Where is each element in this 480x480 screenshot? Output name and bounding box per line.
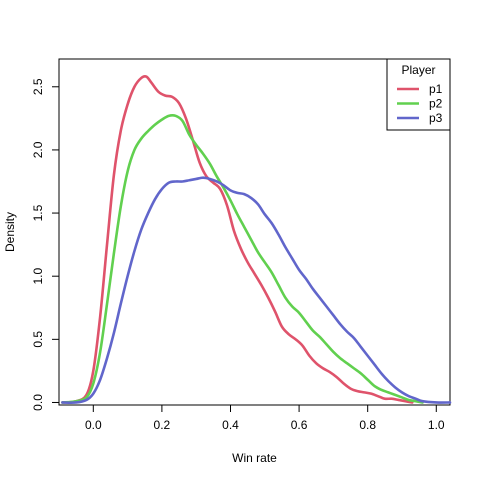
x-tick-label: 0.8 xyxy=(359,418,376,432)
legend-label-p1: p1 xyxy=(429,82,443,96)
y-tick-label: 0.0 xyxy=(31,394,45,411)
x-tick-label: 0.4 xyxy=(222,418,239,432)
y-tick-label: 2.0 xyxy=(31,141,45,158)
series-line-p1 xyxy=(61,74,414,404)
series-line-p2 xyxy=(61,113,424,404)
x-axis: 0.0 0.2 0.4 0.6 0.8 1.0 xyxy=(85,404,445,432)
legend-label-p3: p3 xyxy=(429,111,443,125)
y-axis: 0.0 0.5 1.0 1.5 2.0 2.5 xyxy=(31,78,60,411)
legend-title: Player xyxy=(401,63,435,77)
x-tick-label: 0.6 xyxy=(291,418,308,432)
y-tick-label: 2.5 xyxy=(31,78,45,95)
series-line-p3 xyxy=(61,176,452,404)
x-tick-label: 0.0 xyxy=(85,418,102,432)
y-tick-label: 0.5 xyxy=(31,331,45,348)
x-tick-label: 0.2 xyxy=(154,418,171,432)
y-tick-label: 1.5 xyxy=(31,204,45,221)
x-tick-label: 1.0 xyxy=(428,418,445,432)
series-lines xyxy=(61,74,452,404)
y-axis-title: Density xyxy=(3,212,17,252)
y-tick-label: 1.0 xyxy=(31,268,45,285)
x-axis-title: Win rate xyxy=(232,451,277,465)
legend-label-p2: p2 xyxy=(429,97,443,111)
